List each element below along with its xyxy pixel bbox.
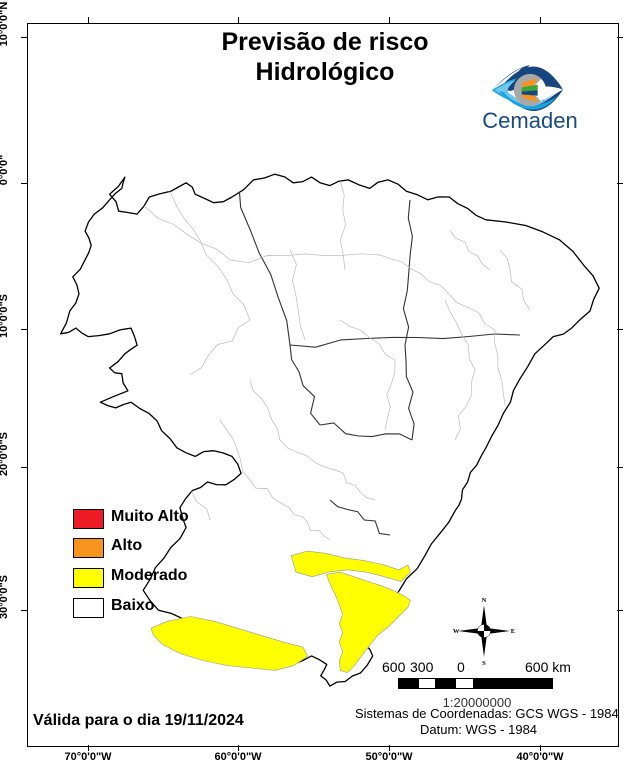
svg-text:N: N [482, 597, 487, 604]
svg-text:E: E [511, 628, 516, 635]
svg-text:W: W [453, 628, 460, 635]
svg-text:S: S [482, 660, 486, 667]
